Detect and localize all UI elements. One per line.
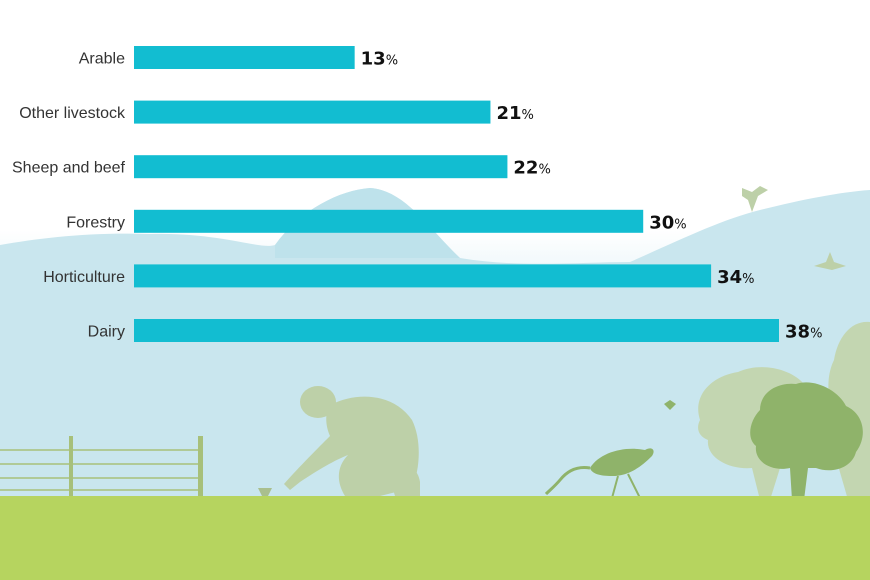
value-suffix: %: [386, 54, 398, 69]
value-number: 21: [496, 103, 521, 124]
category-label: Other livestock: [19, 105, 126, 122]
grass-ground-icon: [0, 496, 870, 580]
value-label: 38%: [785, 322, 822, 343]
category-label: Arable: [79, 51, 125, 68]
bar: [134, 319, 779, 342]
value-label: 22%: [513, 158, 550, 179]
category-label: Sheep and beef: [12, 160, 126, 177]
value-label: 13%: [361, 49, 398, 70]
bars-layer: Arable 13% Other livestock 21% Sheep and bee…: [12, 46, 822, 343]
fence-icon: [0, 436, 203, 500]
bar: [134, 264, 712, 288]
value-number: 22: [513, 158, 538, 179]
value-number: 34: [717, 267, 742, 288]
value-label: 30%: [649, 212, 686, 233]
heron-icon: [544, 448, 654, 499]
value-label: 34%: [717, 267, 754, 288]
value-label: 21%: [496, 103, 533, 124]
value-number: 38: [785, 322, 810, 343]
value-number: 30: [649, 212, 674, 233]
value-suffix: %: [742, 272, 754, 287]
tree-icon: [698, 321, 870, 500]
farmer-planting-icon: [258, 386, 420, 496]
category-label: Horticulture: [43, 269, 125, 286]
value-suffix: %: [538, 163, 550, 178]
bar: [134, 46, 355, 69]
bar: [134, 100, 491, 124]
value-suffix: %: [522, 108, 534, 123]
category-label: Forestry: [66, 214, 125, 231]
bar: [134, 209, 644, 233]
value-suffix: %: [810, 327, 822, 342]
category-label: Dairy: [88, 324, 125, 341]
bird-icon: [742, 186, 768, 212]
bar: [134, 155, 508, 179]
bird-icon: [814, 252, 846, 270]
value-suffix: %: [674, 217, 686, 232]
value-number: 13: [361, 49, 386, 70]
bird-icon: [664, 400, 676, 410]
